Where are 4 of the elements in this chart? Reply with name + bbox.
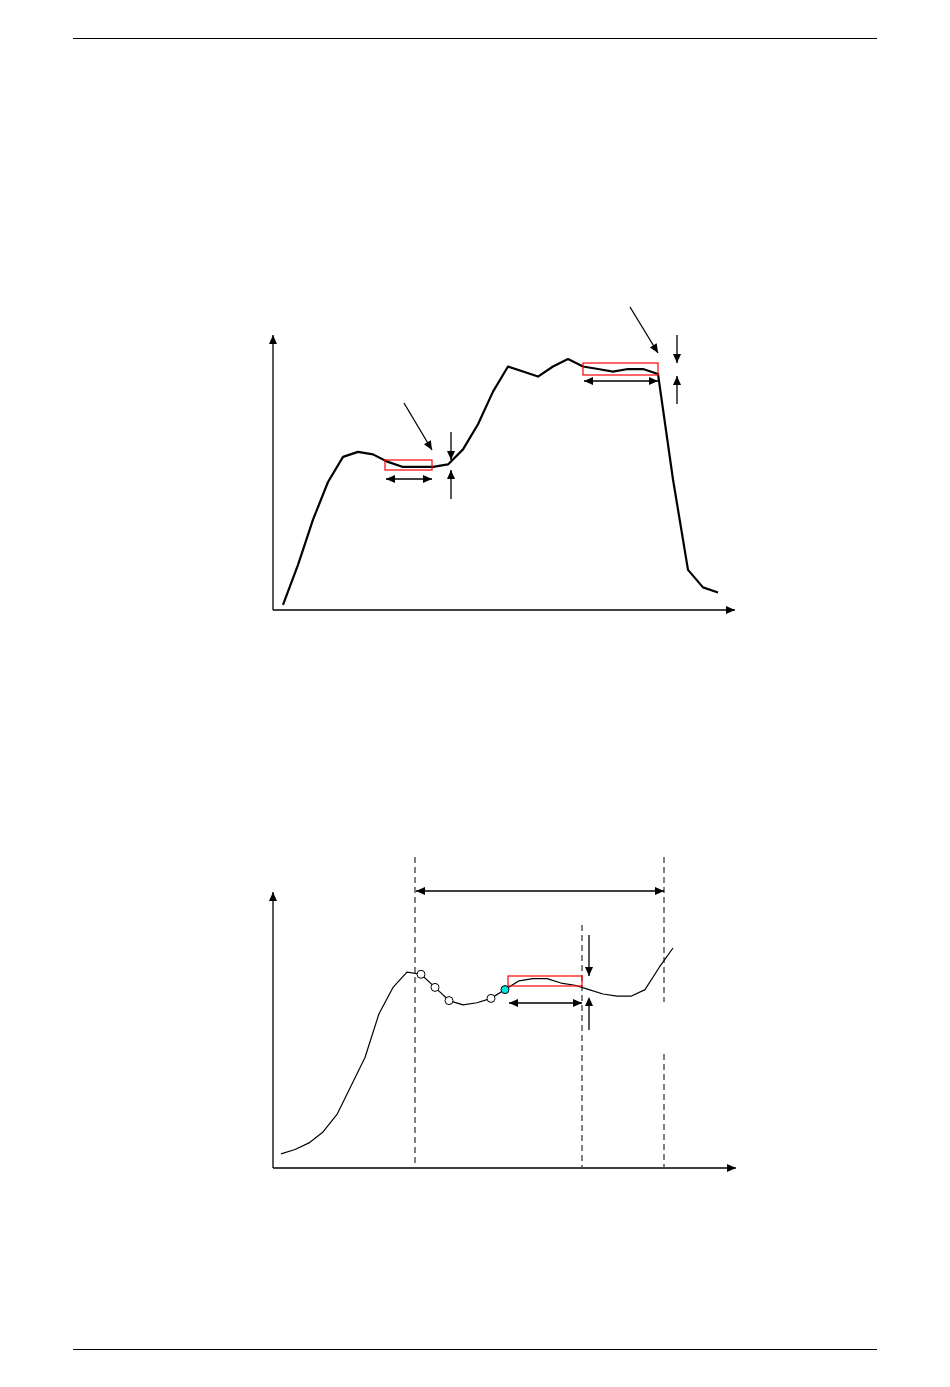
point — [430, 982, 440, 992]
point — [416, 969, 426, 979]
point — [486, 993, 496, 1003]
point — [444, 996, 454, 1006]
